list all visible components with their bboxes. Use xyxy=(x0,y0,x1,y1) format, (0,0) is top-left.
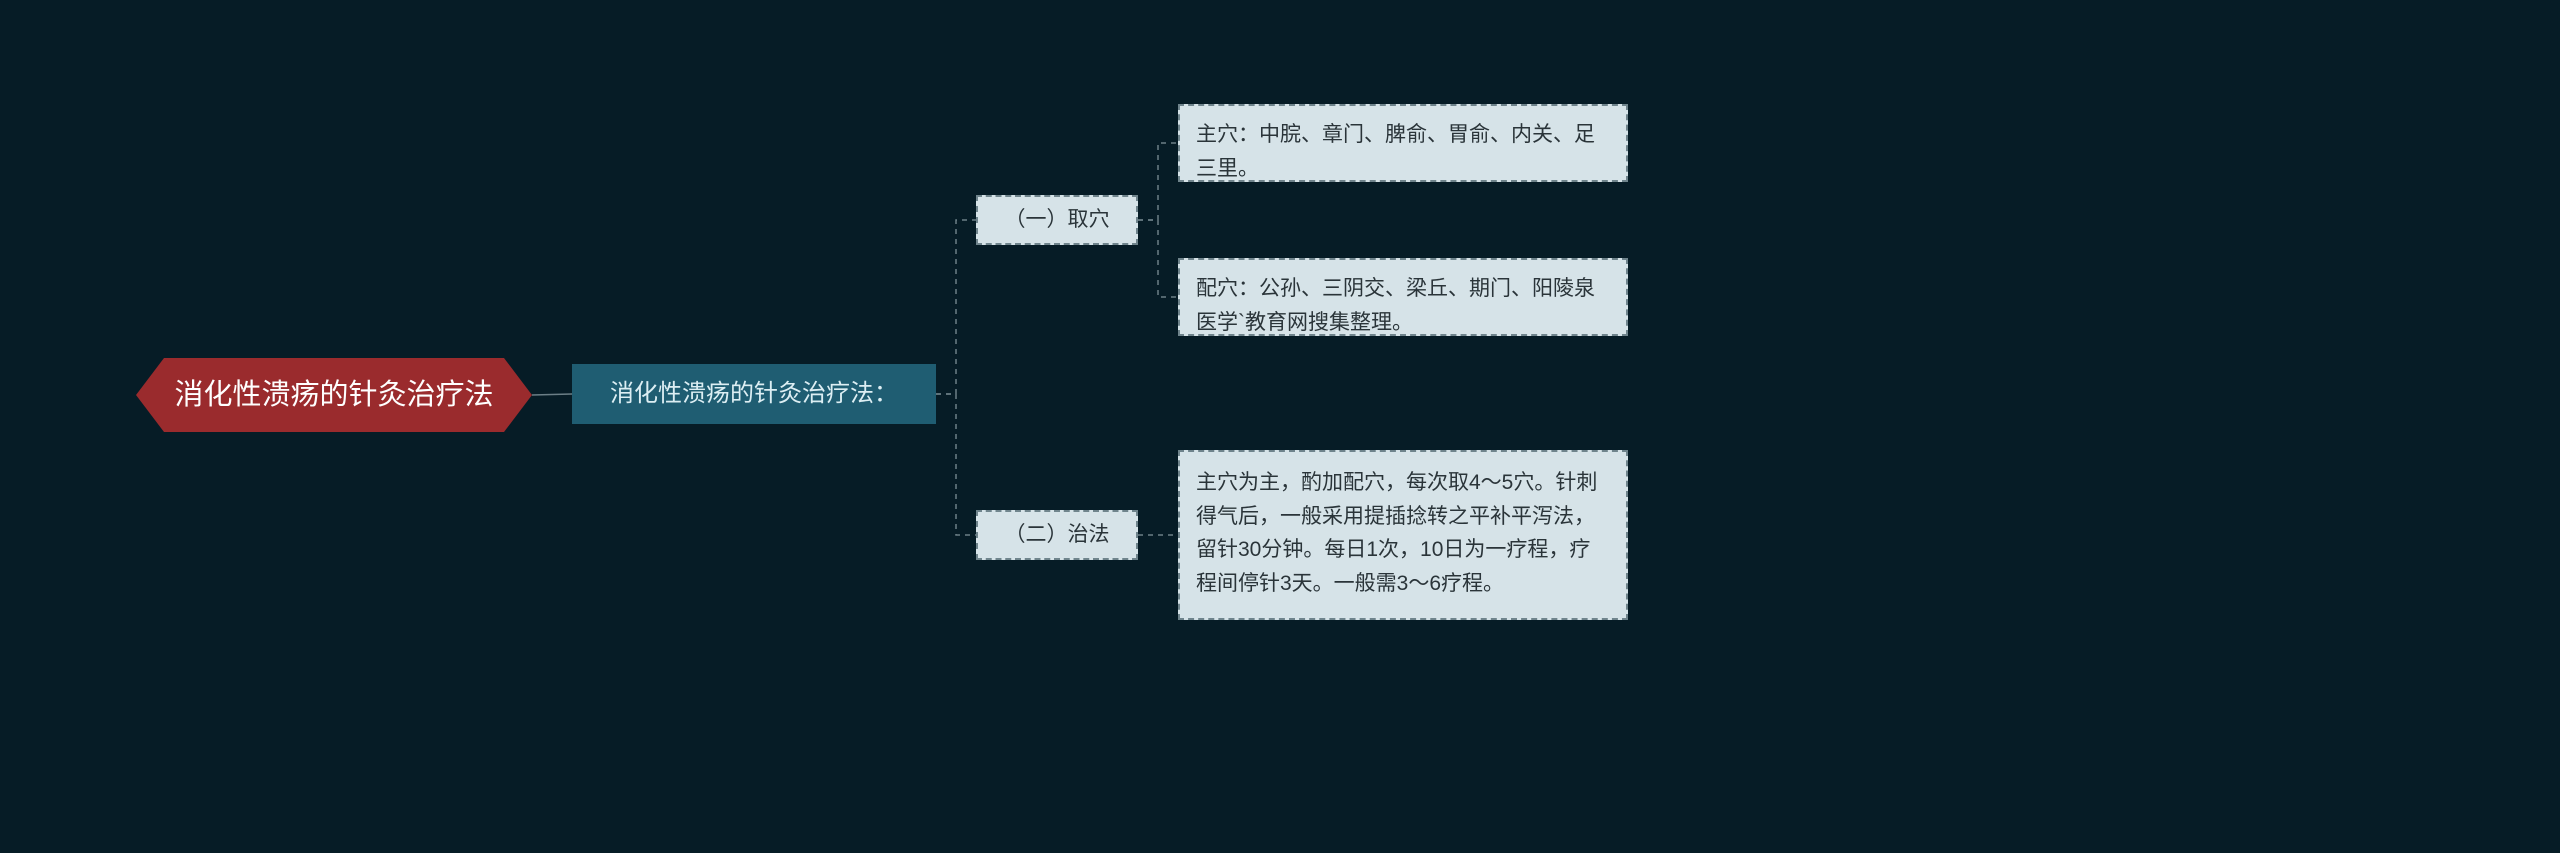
root-label: 消化性溃疡的针灸治疗法 xyxy=(174,372,493,418)
root-node: 消化性溃疡的针灸治疗法 xyxy=(136,358,532,432)
leaf-b1l2: 配穴：公孙、三阴交、梁丘、期门、阳陵泉医学`教育网搜集整理。 xyxy=(1178,258,1628,336)
leaf-b1l2-label: 配穴：公孙、三阴交、梁丘、期门、阳陵泉医学`教育网搜集整理。 xyxy=(1196,272,1610,339)
mindmap-canvas: 消化性溃疡的针灸治疗法 消化性溃疡的针灸治疗法： （一）取穴 主穴：中脘、章门、脾俞、… xyxy=(0,0,2560,853)
leaf-b1l1: 主穴：中脘、章门、脾俞、胃俞、内关、足三里。 xyxy=(1178,104,1628,182)
branch-b2: （二）治法 xyxy=(976,510,1138,560)
branch-b1-label: （一）取穴 xyxy=(1005,203,1110,237)
leaf-b2l1: 主穴为主，酌加配穴，每次取4～5穴。针刺得气后，一般采用提插捻转之平补平泻法，留… xyxy=(1178,450,1628,620)
branch-b1: （一）取穴 xyxy=(976,195,1138,245)
level1-node-label: 消化性溃疡的针灸治疗法： xyxy=(610,375,898,413)
leaf-b1l1-label: 主穴：中脘、章门、脾俞、胃俞、内关、足三里。 xyxy=(1196,118,1610,185)
level1-node: 消化性溃疡的针灸治疗法： xyxy=(572,364,936,424)
leaf-b2l1-label: 主穴为主，酌加配穴，每次取4～5穴。针刺得气后，一般采用提插捻转之平补平泻法，留… xyxy=(1196,466,1610,600)
branch-b2-label: （二）治法 xyxy=(1005,518,1110,552)
